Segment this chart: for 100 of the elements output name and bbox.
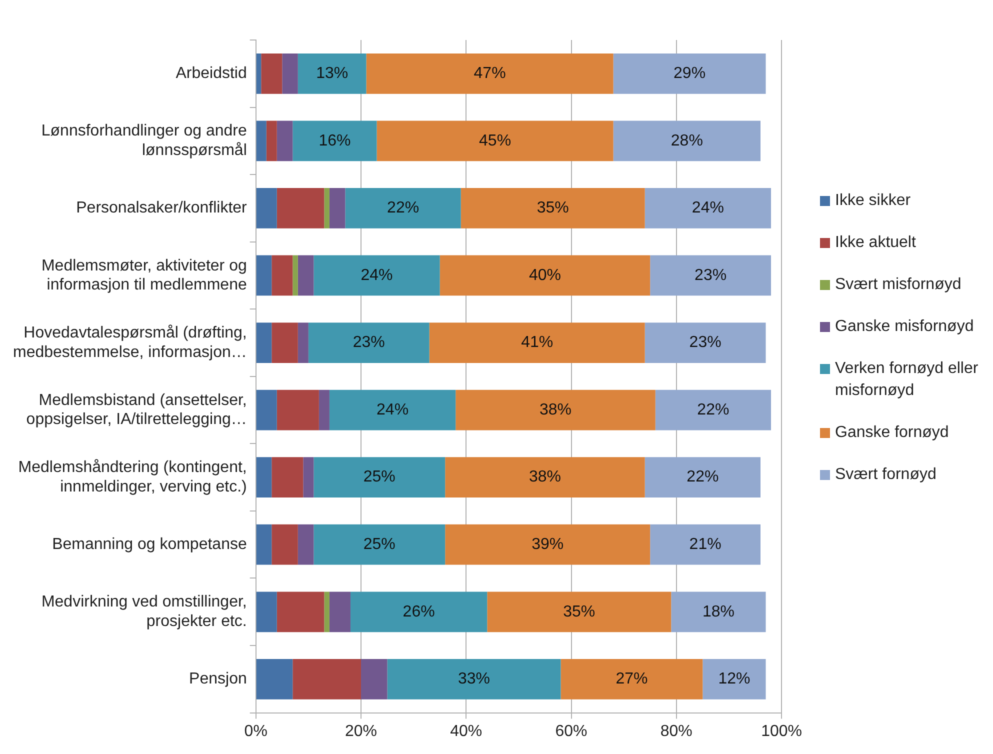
bar [272, 322, 298, 363]
x-tick-label: 60% [555, 722, 588, 740]
bar [324, 592, 330, 632]
bar [644, 457, 761, 498]
bar [314, 255, 440, 296]
bar [256, 592, 277, 632]
bar [487, 592, 672, 632]
x-tick-label: 80% [660, 722, 692, 740]
bar [298, 322, 308, 363]
bar [366, 53, 614, 94]
bar [456, 390, 656, 430]
data-label: 28% [670, 132, 703, 150]
bar [329, 592, 350, 632]
bar [445, 524, 650, 565]
bar [650, 255, 772, 296]
data-label: 21% [689, 536, 722, 554]
bar [345, 188, 461, 228]
bar [256, 322, 272, 363]
bar [256, 188, 277, 228]
bar [298, 53, 366, 94]
bar [671, 592, 766, 632]
data-label: 45% [479, 132, 512, 150]
legend-label: Svært misfornøyd [835, 275, 962, 295]
bar [387, 658, 561, 700]
x-tick-label: 0% [244, 722, 268, 740]
bar [276, 390, 319, 430]
bar [440, 255, 650, 296]
data-label: 24% [376, 401, 409, 418]
x-tick-label: 20% [344, 722, 378, 740]
bar [282, 53, 298, 94]
bar [266, 120, 277, 162]
x-tick-label: 100% [761, 722, 802, 740]
bar [324, 188, 330, 228]
bar [276, 188, 324, 228]
bar [361, 658, 388, 700]
bar [650, 524, 761, 565]
y-tick-label: Medvirkning ved omstillinger, prosjekter etc. [41, 594, 247, 630]
bar [276, 592, 324, 632]
bar [308, 322, 430, 363]
bar [329, 390, 456, 430]
data-label: 25% [363, 468, 396, 486]
bar [272, 524, 298, 565]
data-label: 25% [363, 536, 396, 554]
data-label: 38% [528, 468, 561, 486]
data-label: 29% [674, 65, 706, 82]
bar [644, 322, 766, 363]
data-label: 47% [474, 65, 506, 82]
bar [298, 524, 314, 565]
y-tick-label: Pensjon [189, 670, 247, 688]
bar [613, 120, 761, 162]
legend-label: Ikke sikker [835, 191, 911, 211]
bar [429, 322, 645, 363]
bar [644, 188, 772, 228]
bar [256, 120, 266, 162]
bar [256, 53, 262, 94]
bar [303, 457, 314, 498]
bar [261, 53, 282, 94]
bar [276, 120, 293, 162]
y-tick-label: Medlemsbistand (ansettelser, oppsigelser, IA/tilrettelegging… [26, 392, 247, 428]
bar [314, 457, 446, 498]
data-label: 38% [539, 401, 572, 418]
data-label: 23% [352, 334, 385, 352]
data-label: 13% [316, 65, 348, 82]
bar [256, 658, 293, 700]
y-tick-label: Personalsaker/konflikter [76, 200, 248, 217]
bar [329, 188, 346, 228]
data-label: 12% [718, 670, 750, 688]
y-tick-label: Medlemshåndtering (kontingent, innmeldinger, verving etc.) [18, 459, 247, 496]
legend-label: Svært fornøyd [835, 465, 936, 485]
data-label: 23% [689, 334, 722, 352]
bar [256, 524, 272, 565]
y-tick-label: Arbeidstid [176, 65, 247, 82]
bar [256, 255, 272, 296]
bar [460, 188, 645, 228]
legend-label: Verken fornøyd eller misfornøyd [835, 359, 980, 401]
data-label: 27% [616, 670, 648, 688]
bar [376, 120, 614, 162]
data-label: 33% [458, 670, 490, 688]
data-label: 18% [702, 603, 734, 620]
x-tick-label: 40% [450, 722, 482, 740]
bar [298, 255, 314, 296]
legend-label: Ganske fornøyd [835, 423, 949, 443]
bar [560, 658, 703, 700]
data-label: 26% [402, 603, 435, 620]
data-label: 41% [521, 334, 554, 352]
y-tick-label: Lønnsforhandlinger og andre lønnsspørsmål [41, 122, 247, 159]
data-label: 24% [360, 266, 393, 284]
bar [272, 457, 304, 498]
bar [256, 390, 277, 430]
data-label: 35% [536, 200, 569, 217]
data-label: 24% [692, 200, 724, 217]
bar [272, 255, 293, 296]
bar [314, 524, 446, 565]
bar [655, 390, 772, 430]
data-label: 23% [694, 266, 727, 284]
bar [292, 255, 298, 296]
bar [702, 658, 766, 700]
y-tick-label: Medlemsmøter, aktiviteter og informasjon til medlemmene [41, 257, 247, 294]
data-label: 22% [387, 200, 420, 217]
bar [256, 457, 272, 498]
